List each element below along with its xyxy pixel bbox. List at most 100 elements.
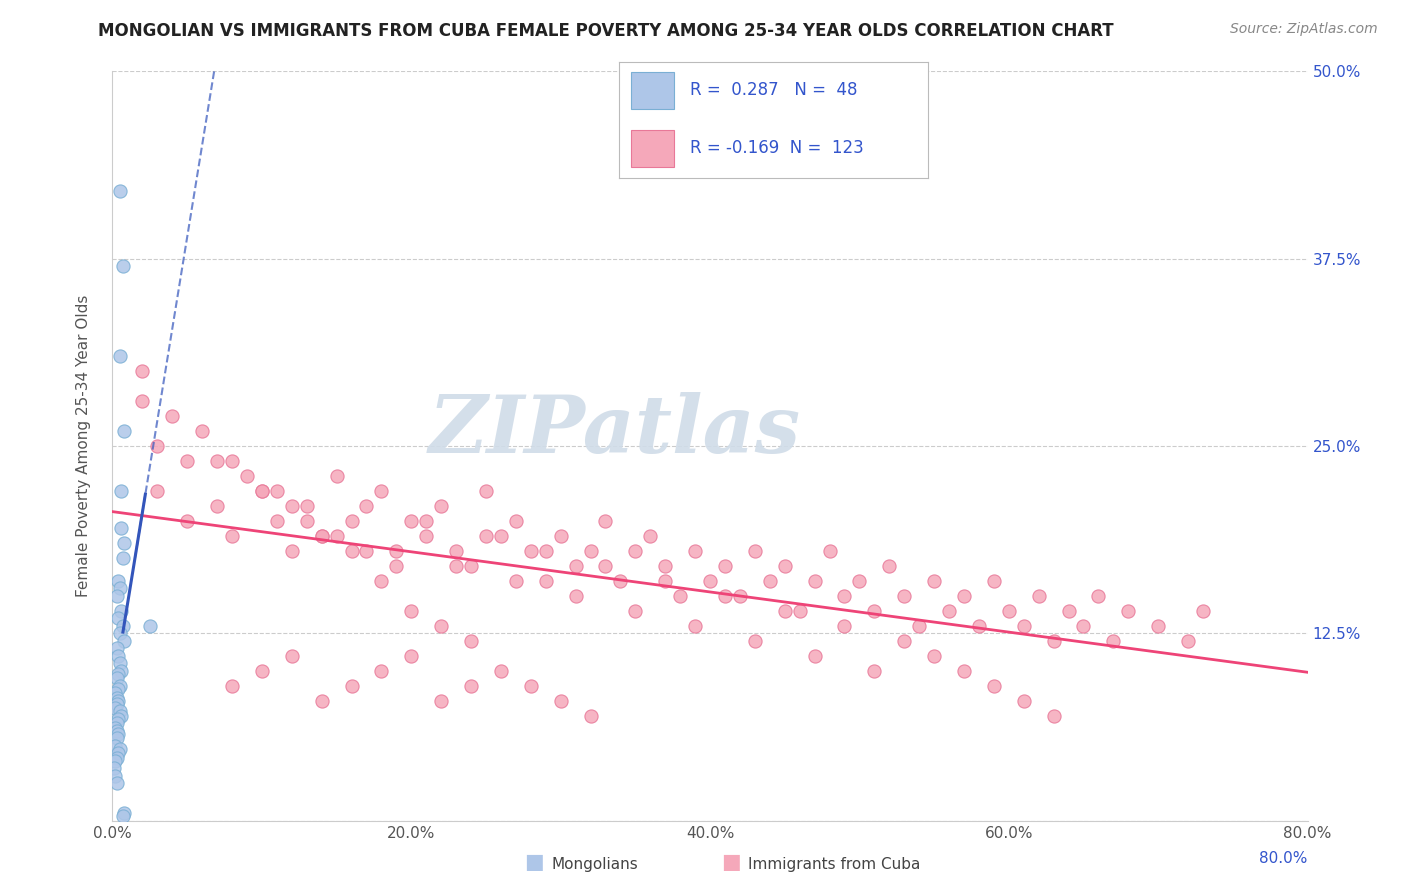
Bar xyxy=(631,71,675,109)
Point xyxy=(108,349,131,363)
Point xyxy=(683,619,706,633)
Point xyxy=(114,806,135,821)
Point xyxy=(108,741,131,756)
Point xyxy=(475,483,498,498)
Point xyxy=(550,694,572,708)
Point xyxy=(114,633,135,648)
Point xyxy=(107,694,129,708)
Point xyxy=(236,469,259,483)
Point xyxy=(1012,619,1035,633)
Text: Immigrants from Cuba: Immigrants from Cuba xyxy=(748,857,921,872)
Point xyxy=(105,731,128,746)
Point xyxy=(311,529,333,543)
Point xyxy=(595,514,617,528)
Point xyxy=(803,574,825,588)
Point xyxy=(221,454,243,468)
Point xyxy=(489,664,512,678)
Point xyxy=(953,664,976,678)
Point xyxy=(1073,619,1095,633)
Point xyxy=(1102,633,1125,648)
Point xyxy=(105,589,128,603)
Point xyxy=(114,424,135,438)
Point xyxy=(139,619,162,633)
Point xyxy=(609,574,631,588)
Point xyxy=(893,633,915,648)
Text: Mongolians: Mongolians xyxy=(551,857,638,872)
Point xyxy=(108,184,131,198)
Point xyxy=(534,574,557,588)
Point xyxy=(744,544,766,558)
Point xyxy=(550,529,572,543)
Y-axis label: Female Poverty Among 25-34 Year Olds: Female Poverty Among 25-34 Year Olds xyxy=(76,295,91,597)
Point xyxy=(295,499,318,513)
Point xyxy=(146,439,169,453)
Point xyxy=(564,558,586,573)
Point xyxy=(505,574,527,588)
Point xyxy=(340,544,363,558)
Point xyxy=(131,364,153,378)
Point xyxy=(205,499,228,513)
Point xyxy=(415,529,437,543)
Point xyxy=(107,681,129,696)
Point xyxy=(110,483,132,498)
Point xyxy=(773,558,796,573)
Point xyxy=(108,704,131,718)
Point xyxy=(340,679,363,693)
Point xyxy=(105,750,128,764)
Point xyxy=(281,648,304,663)
Point xyxy=(714,558,737,573)
Point xyxy=(564,589,586,603)
Text: MONGOLIAN VS IMMIGRANTS FROM CUBA FEMALE POVERTY AMONG 25-34 YEAR OLDS CORRELATI: MONGOLIAN VS IMMIGRANTS FROM CUBA FEMALE… xyxy=(98,22,1114,40)
Point xyxy=(311,529,333,543)
Point xyxy=(1028,589,1050,603)
Text: 80.0%: 80.0% xyxy=(1260,851,1308,866)
Point xyxy=(938,604,960,618)
Point xyxy=(773,604,796,618)
Point xyxy=(110,604,132,618)
Point xyxy=(922,648,945,663)
Point xyxy=(340,514,363,528)
Point xyxy=(370,483,392,498)
Bar xyxy=(631,129,675,167)
Text: ■: ■ xyxy=(721,853,741,872)
Point xyxy=(325,469,347,483)
Point xyxy=(908,619,931,633)
Point xyxy=(103,761,125,775)
Point xyxy=(834,619,856,633)
Point xyxy=(176,454,198,468)
Point xyxy=(744,633,766,648)
Point xyxy=(266,514,288,528)
Point xyxy=(401,514,423,528)
Text: ZIPatlas: ZIPatlas xyxy=(429,392,800,470)
Point xyxy=(505,514,527,528)
Point xyxy=(356,499,378,513)
Point xyxy=(863,604,886,618)
Point xyxy=(1057,604,1080,618)
Point xyxy=(789,604,811,618)
Point xyxy=(104,686,127,700)
Point xyxy=(998,604,1021,618)
Point xyxy=(415,514,437,528)
Point xyxy=(1087,589,1109,603)
Point xyxy=(250,664,273,678)
Text: R = -0.169  N =  123: R = -0.169 N = 123 xyxy=(690,139,863,157)
Point xyxy=(146,483,169,498)
Point xyxy=(1042,633,1064,648)
Point xyxy=(879,558,901,573)
Point xyxy=(325,529,347,543)
Point xyxy=(107,712,129,726)
Point xyxy=(356,544,378,558)
Point xyxy=(654,574,676,588)
Point xyxy=(105,776,128,790)
Point xyxy=(107,727,129,741)
Point xyxy=(520,679,543,693)
Point xyxy=(534,544,557,558)
Point xyxy=(107,574,129,588)
Point xyxy=(1192,604,1215,618)
Point xyxy=(863,664,886,678)
Point xyxy=(311,694,333,708)
Point xyxy=(714,589,737,603)
Point xyxy=(221,679,243,693)
Point xyxy=(640,529,662,543)
Point xyxy=(108,679,131,693)
